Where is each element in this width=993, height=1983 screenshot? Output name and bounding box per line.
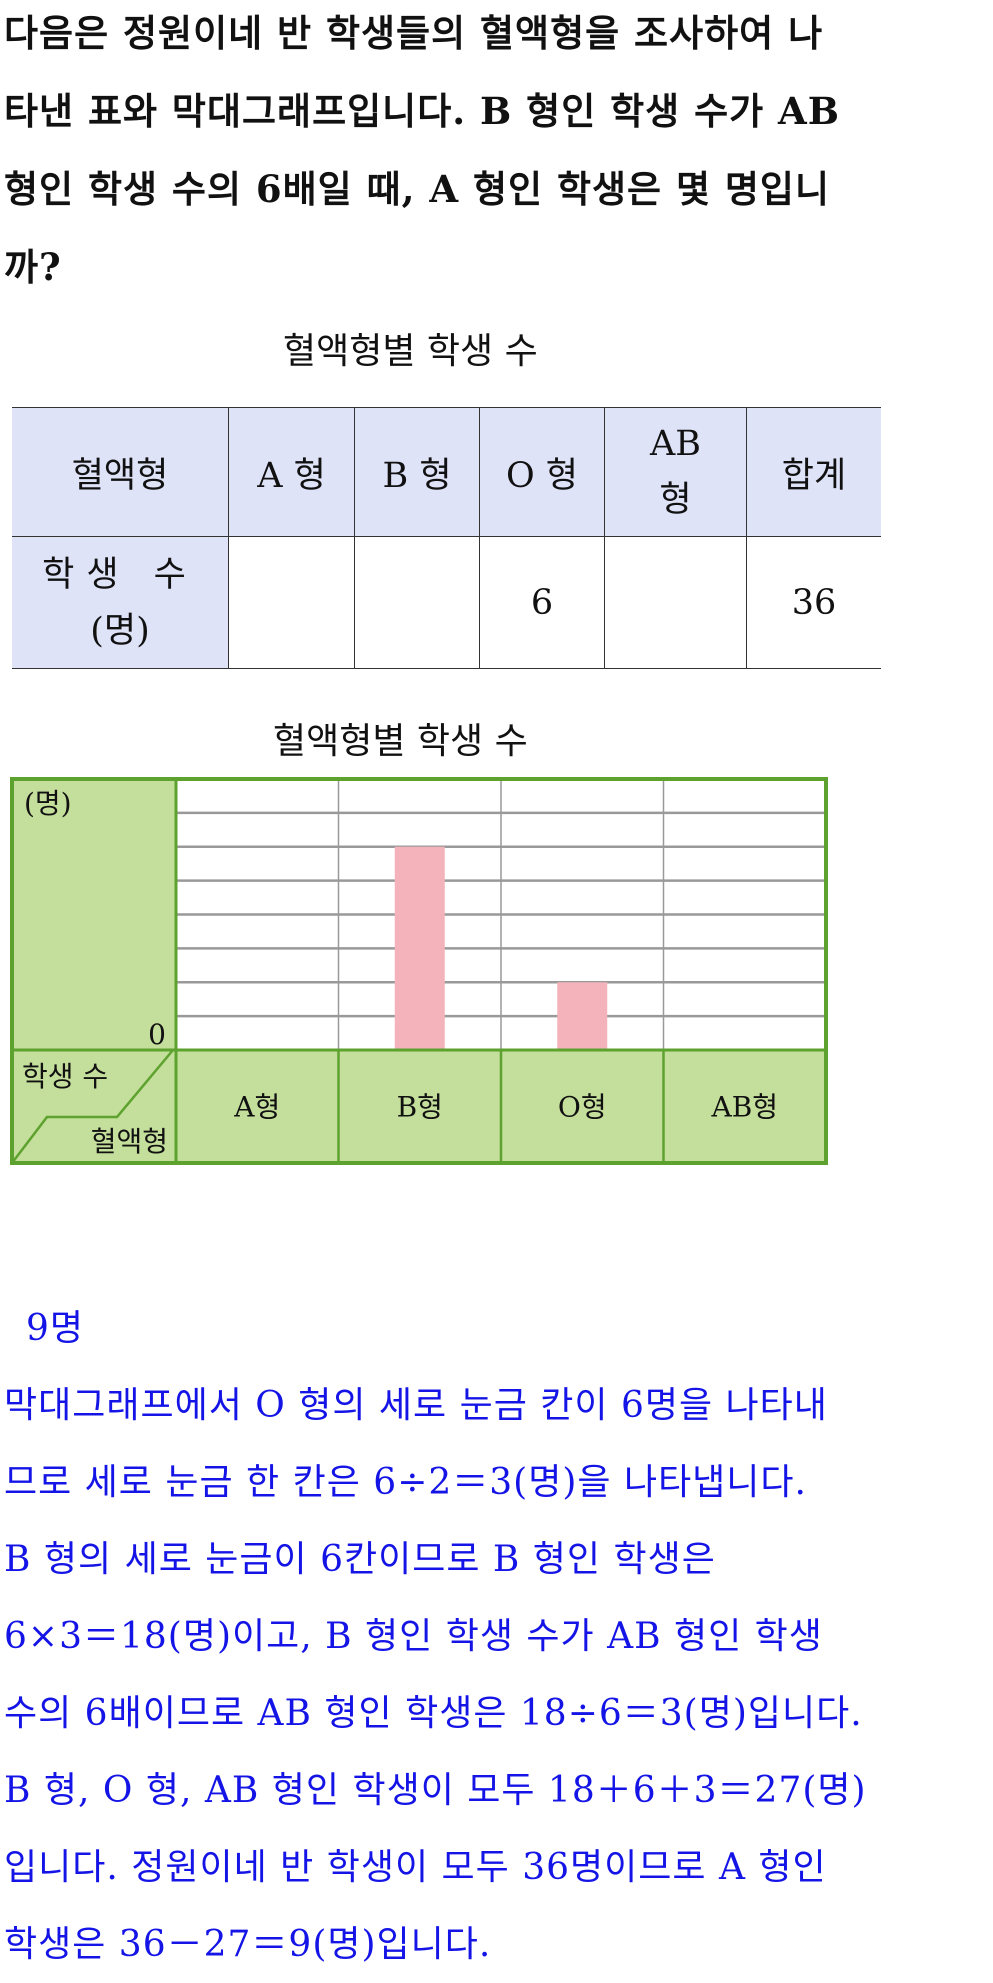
table-title: 혈액형별 학생 수: [283, 331, 538, 372]
y-tick-label: 0: [148, 1018, 166, 1051]
answer-line: 수의 6배이므로 AB 형인 학생은 18÷6＝3(명)입니다.: [4, 1693, 863, 1734]
table-cell: [604, 536, 747, 669]
y-axis-panel: [12, 779, 176, 1163]
table-header: A 형: [228, 407, 355, 537]
corner-divider: [11, 1049, 174, 1164]
question-line: 타낸 표와 막대그래프입니다. B 형인 학생 수가 AB: [4, 89, 841, 133]
table-header-text: AB 형: [650, 424, 701, 520]
table-cell: [354, 536, 480, 669]
bar-O형: [557, 982, 608, 1050]
corner-label-top: 학생 수: [22, 1060, 108, 1093]
question-line: 까?: [4, 245, 62, 289]
question: 다음은 정원이네 반 학생들의 혈액형을 조사하여 나 타낸 표와 막대그래프입…: [4, 0, 989, 312]
answer-line: 6×3＝18(명)이고, B 형인 학생 수가 AB 형인 학생: [4, 1616, 823, 1657]
question-line: 다음은 정원이네 반 학생들의 혈액형을 조사하여 나: [4, 11, 824, 55]
table-header: 혈액형: [12, 407, 229, 537]
answer-line: B 형의 세로 눈금이 6칸이므로 B 형인 학생은: [4, 1539, 716, 1580]
table-cell: [228, 536, 355, 669]
chart-title: 혈액형별 학생 수: [273, 721, 528, 762]
answer-line: 학생은 36－27＝9(명)입니다.: [4, 1924, 492, 1965]
question-line: 형인 학생 수의 6배일 때, A 형인 학생은 몇 명입니: [4, 167, 830, 211]
answer-line: 입니다. 정원이네 반 학생이 모두 36명이므로 A 형인: [4, 1847, 827, 1888]
answer: 9명 막대그래프에서 O 형의 세로 눈금 칸이 6명을 나타내 므로 세로 눈…: [4, 1290, 867, 1983]
x-tick-label: O형: [558, 1091, 607, 1124]
answer-line: B 형, O 형, AB 형인 학생이 모두 18＋6＋3＝27(명): [4, 1770, 867, 1811]
y-axis-unit-label: (명): [24, 787, 72, 820]
bar-B형: [394, 846, 445, 1050]
table-header: 합계: [746, 407, 881, 537]
table-cell: 6: [479, 536, 605, 669]
table-row-label: 학생 수 (명): [12, 536, 229, 669]
table-cell: 36: [746, 536, 881, 669]
corner-label-bottom: 혈액형: [91, 1125, 168, 1158]
chart-border: [10, 777, 828, 1165]
x-tick-label: A형: [233, 1091, 280, 1124]
table-header: AB 형: [604, 407, 747, 537]
answer-value: 9명: [26, 1308, 85, 1349]
row-label-line: (명): [90, 610, 150, 651]
x-tick-label: B형: [397, 1091, 443, 1124]
row-label-line: 학생 수: [42, 554, 198, 595]
answer-line: 므로 세로 눈금 한 칸은 6÷2＝3(명)을 나타냅니다.: [4, 1462, 807, 1503]
answer-line: 막대그래프에서 O 형의 세로 눈금 칸이 6명을 나타내: [4, 1385, 828, 1426]
blood-type-table: 혈액형 A 형 B 형 O 형 AB 형 합계 학생 수 (명) 6 36: [12, 407, 881, 669]
table-header: O 형: [479, 407, 605, 537]
table-header: B 형: [354, 407, 480, 537]
x-tick-label: AB형: [710, 1091, 778, 1124]
